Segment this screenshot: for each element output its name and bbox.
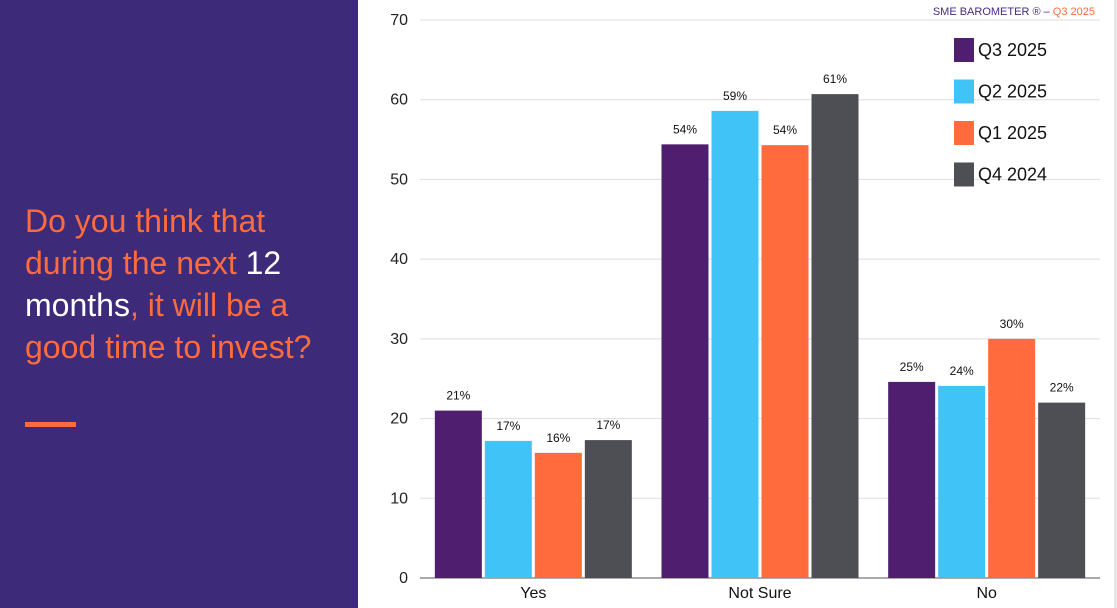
category-label: Yes	[520, 585, 546, 602]
bar	[988, 338, 1036, 578]
legend-label: Q2 2025	[978, 82, 1047, 102]
data-label: 59%	[723, 89, 747, 103]
data-label: 25%	[900, 360, 924, 374]
bar	[434, 410, 482, 578]
question-part-1: Do you think that during the next	[25, 203, 266, 281]
y-tick-label: 60	[390, 92, 408, 109]
y-tick-label: 10	[390, 490, 408, 507]
legend-label: Q4 2024	[978, 165, 1047, 185]
bar	[1038, 402, 1086, 578]
y-tick-label: 30	[390, 331, 408, 348]
data-label: 17%	[596, 418, 620, 432]
data-label: 16%	[546, 431, 570, 445]
data-label: 24%	[950, 364, 974, 378]
legend-swatch	[954, 79, 974, 104]
y-tick-label: 40	[390, 251, 408, 268]
data-label: 54%	[673, 122, 697, 136]
bar-chart: 0 10 20 30 40 50 60 70 21% 17% 16% 17% Yes 54% 59% 54% 6…	[390, 12, 1100, 602]
bar	[938, 385, 986, 578]
data-label: 30%	[1000, 317, 1024, 331]
bar	[888, 381, 936, 578]
bar	[534, 452, 582, 578]
right-edge-divider	[1114, 0, 1117, 608]
category-label: No	[976, 585, 997, 602]
bar	[584, 440, 632, 578]
legend-label: Q3 2025	[978, 40, 1047, 60]
legend-swatch	[954, 121, 974, 145]
question-text: Do you think that during the next 12 mon…	[25, 200, 345, 368]
bar	[661, 144, 709, 578]
accent-underline	[25, 422, 76, 427]
brand-header: SME BAROMETER ® – Q3 2025	[905, 6, 1095, 18]
y-tick-label: 0	[399, 570, 408, 587]
legend-swatch	[954, 38, 974, 62]
left-panel: Do you think that during the next 12 mon…	[0, 0, 358, 608]
bar	[484, 440, 532, 578]
category-label: Not Sure	[728, 585, 791, 602]
data-label: 54%	[773, 123, 797, 137]
y-tick-label: 20	[390, 411, 408, 428]
question-highlight: 12 months	[25, 245, 282, 323]
data-label: 22%	[1050, 381, 1074, 395]
bar	[761, 145, 809, 578]
brand-quarter: Q3 2025	[1052, 6, 1095, 18]
data-label: 21%	[446, 389, 470, 403]
data-label: 17%	[496, 419, 520, 433]
bar	[711, 110, 759, 579]
y-tick-label: 70	[390, 12, 408, 29]
legend-label: Q1 2025	[978, 123, 1047, 143]
legend-swatch	[954, 162, 974, 187]
question-part-2: , it will be a good time to invest?	[25, 287, 312, 365]
data-label: 61%	[823, 72, 847, 86]
y-tick-label: 50	[390, 171, 408, 188]
brand-name: SME BAROMETER ® –	[932, 6, 1053, 18]
bar	[811, 94, 859, 579]
